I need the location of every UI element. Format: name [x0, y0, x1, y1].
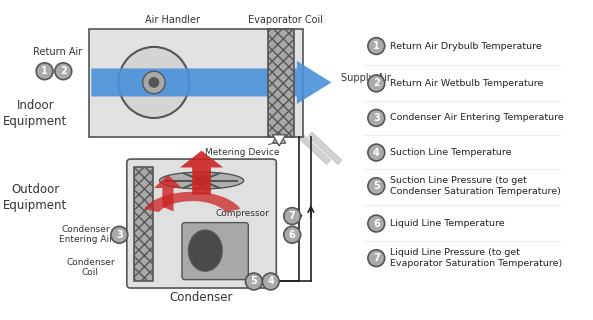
Text: Evaporator Coil: Evaporator Coil [248, 15, 323, 26]
Text: Metering Device: Metering Device [205, 142, 280, 157]
Text: Condenser
Entering Air: Condenser Entering Air [59, 225, 113, 244]
Text: 6: 6 [373, 219, 380, 228]
Circle shape [197, 176, 206, 185]
Text: 2: 2 [60, 66, 66, 76]
Circle shape [368, 37, 385, 54]
Text: Supply Air: Supply Air [341, 73, 391, 83]
Polygon shape [273, 135, 286, 146]
Text: Liquid Line Temperature: Liquid Line Temperature [390, 219, 505, 228]
Polygon shape [91, 61, 331, 104]
Text: Compressor: Compressor [216, 209, 270, 218]
Text: 7: 7 [289, 211, 295, 221]
Polygon shape [144, 192, 241, 212]
Polygon shape [154, 175, 182, 212]
Circle shape [284, 208, 301, 224]
Text: Condenser: Condenser [170, 291, 233, 304]
Text: Return Air Drybulb Temperature: Return Air Drybulb Temperature [390, 42, 542, 51]
Polygon shape [180, 151, 223, 195]
Circle shape [111, 226, 127, 243]
Text: 7: 7 [373, 253, 380, 263]
Circle shape [262, 273, 279, 290]
Circle shape [368, 109, 385, 126]
Text: 4: 4 [267, 276, 274, 286]
Text: 1: 1 [42, 66, 48, 76]
Text: 6: 6 [289, 230, 295, 240]
Circle shape [368, 178, 385, 195]
Circle shape [368, 75, 385, 92]
Ellipse shape [160, 172, 244, 189]
Text: Suction Line Pressure (to get
Condenser Saturation Temperature): Suction Line Pressure (to get Condenser … [390, 176, 561, 196]
Circle shape [36, 63, 53, 80]
Bar [134, 166, 153, 281]
Text: Condenser
Coil: Condenser Coil [66, 258, 114, 277]
Circle shape [143, 71, 165, 94]
Text: 3: 3 [116, 230, 123, 240]
Circle shape [149, 78, 158, 87]
Circle shape [368, 144, 385, 161]
Ellipse shape [189, 230, 222, 271]
Text: 5: 5 [250, 276, 257, 286]
Text: 1: 1 [373, 41, 380, 51]
Text: Condenser Air Entering Temperature: Condenser Air Entering Temperature [390, 114, 564, 123]
FancyBboxPatch shape [182, 223, 248, 280]
Polygon shape [308, 132, 342, 165]
Text: Liquid Line Pressure (to get
Evaporator Saturation Temperature): Liquid Line Pressure (to get Evaporator … [390, 248, 563, 268]
Text: 2: 2 [373, 78, 380, 88]
Polygon shape [297, 132, 330, 165]
Text: 3: 3 [373, 113, 380, 123]
Text: Return Air Wetbulb Temperature: Return Air Wetbulb Temperature [390, 79, 544, 88]
Text: 4: 4 [373, 148, 380, 157]
Text: Air Handler: Air Handler [145, 15, 200, 26]
Circle shape [119, 47, 189, 118]
Text: 5: 5 [373, 181, 380, 191]
Circle shape [368, 215, 385, 232]
Bar [88, 29, 304, 137]
Circle shape [246, 273, 262, 290]
Circle shape [284, 226, 301, 243]
Text: Indoor
Equipment: Indoor Equipment [3, 99, 68, 128]
Circle shape [55, 63, 72, 80]
Polygon shape [273, 132, 286, 143]
FancyBboxPatch shape [127, 159, 276, 288]
Circle shape [368, 250, 385, 267]
Text: Return Air: Return Air [33, 47, 82, 57]
Bar [268, 29, 294, 137]
Text: Suction Line Temperature: Suction Line Temperature [390, 148, 512, 157]
Text: Outdoor
Equipment: Outdoor Equipment [3, 183, 68, 212]
